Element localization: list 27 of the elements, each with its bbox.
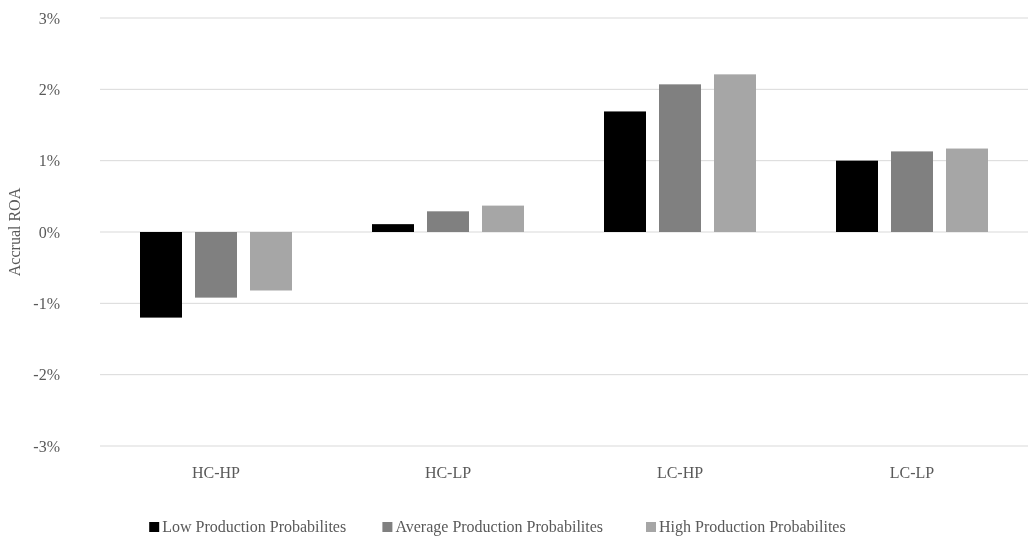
y-tick-label: 1% — [38, 152, 60, 170]
legend-label: Average Production Probabilites — [395, 518, 604, 536]
x-tick-label: LC-HP — [656, 464, 704, 481]
bar — [946, 148, 988, 232]
bar — [604, 111, 646, 232]
legend-label: Low Production Probabilites — [162, 518, 347, 535]
bar — [836, 160, 878, 232]
y-tick-label: -2% — [33, 366, 60, 384]
bar — [427, 211, 469, 232]
bar — [140, 232, 182, 318]
y-tick-label: 0% — [38, 223, 60, 241]
bar — [195, 232, 237, 298]
bar — [659, 84, 701, 232]
y-axis-title: Accrual ROA — [6, 187, 23, 277]
y-tick-label: -3% — [33, 437, 60, 455]
legend-label: High Production Probabilites — [659, 518, 846, 536]
x-tick-label: LC-LP — [889, 464, 935, 481]
bar — [372, 224, 414, 232]
bar — [714, 74, 756, 232]
y-tick-label: 2% — [38, 80, 60, 98]
x-tick-label: HC-LP — [424, 464, 472, 481]
x-tick-label: HC-HP — [191, 464, 241, 481]
y-tick-label: 3% — [38, 9, 60, 27]
bar — [891, 151, 933, 232]
bar — [250, 232, 292, 291]
y-tick-label: -1% — [33, 294, 60, 312]
bar — [482, 205, 524, 232]
